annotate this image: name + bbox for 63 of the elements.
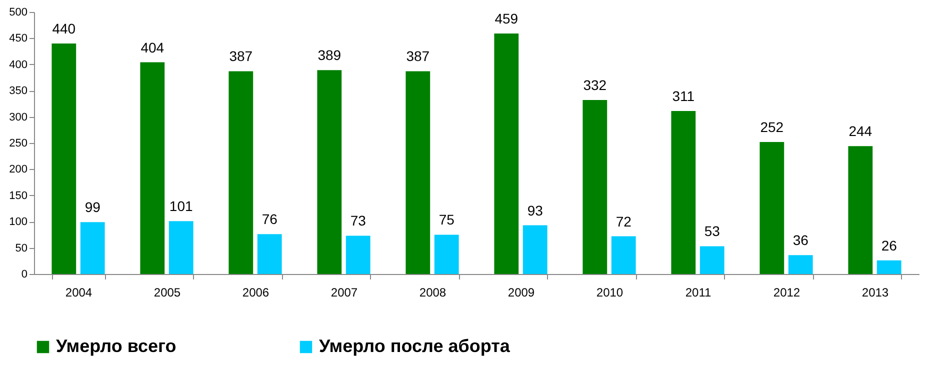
data-label: 72 <box>616 213 632 230</box>
y-tick-label: 400 <box>9 58 28 71</box>
bar <box>228 71 254 274</box>
y-tick-label: 100 <box>9 216 28 228</box>
data-label: 387 <box>229 48 253 64</box>
bar <box>611 236 636 274</box>
y-tick-label: 0 <box>21 268 28 280</box>
y-tick-label: 450 <box>9 32 28 45</box>
data-label: 53 <box>704 223 720 240</box>
bar <box>257 234 282 274</box>
bar <box>317 70 342 274</box>
y-tick-label: 150 <box>9 190 28 202</box>
x-tick-label: 2013 <box>862 286 889 300</box>
data-label: 76 <box>262 211 278 228</box>
x-tick-label: 2011 <box>685 286 712 300</box>
bar <box>848 146 873 274</box>
y-tick-label: 250 <box>9 138 28 150</box>
bar <box>434 234 459 274</box>
bar <box>582 100 608 274</box>
bar <box>788 255 813 274</box>
x-tick-label: 2010 <box>596 286 624 300</box>
x-tick-label: 2007 <box>330 286 358 300</box>
y-tick-label: 300 <box>9 111 28 124</box>
data-label: 440 <box>52 20 76 36</box>
x-tick-label: 2004 <box>65 286 92 300</box>
x-tick-label: 2008 <box>419 286 446 300</box>
bar <box>346 236 370 274</box>
bar <box>494 33 519 274</box>
data-label: 459 <box>494 10 518 26</box>
data-label: 101 <box>169 198 193 214</box>
data-label: 73 <box>350 212 366 229</box>
data-label: 36 <box>792 232 809 248</box>
bar <box>80 222 105 274</box>
data-label: 389 <box>318 47 342 64</box>
y-tick-label: 350 <box>9 85 28 98</box>
y-tick-label: 50 <box>15 242 28 254</box>
bar <box>876 260 902 274</box>
data-label: 99 <box>84 199 101 216</box>
bar <box>522 225 548 274</box>
data-label: 387 <box>406 48 430 64</box>
data-label: 332 <box>583 77 607 94</box>
data-label: 404 <box>140 39 164 56</box>
x-tick-label: 2005 <box>154 286 181 300</box>
bar <box>760 142 784 274</box>
data-label: 252 <box>760 118 784 135</box>
bar <box>671 111 696 274</box>
bar <box>406 71 430 274</box>
x-tick-label: 2006 <box>242 286 270 300</box>
data-label: 93 <box>527 202 544 218</box>
y-tick-label: 200 <box>9 164 28 176</box>
legend-label: Умерло после аборта <box>319 336 511 356</box>
x-tick-label: 2009 <box>508 286 535 300</box>
x-tick-label: 2012 <box>773 286 800 300</box>
data-label: 75 <box>438 212 455 228</box>
bar <box>140 62 165 274</box>
legend-label: Умерло всего <box>56 336 176 356</box>
bar <box>168 221 194 274</box>
data-label: 26 <box>881 237 898 254</box>
data-label: 244 <box>848 123 872 140</box>
y-tick-label: 500 <box>9 6 28 18</box>
bar <box>52 43 76 274</box>
bar <box>700 246 724 274</box>
data-label: 311 <box>672 88 695 104</box>
